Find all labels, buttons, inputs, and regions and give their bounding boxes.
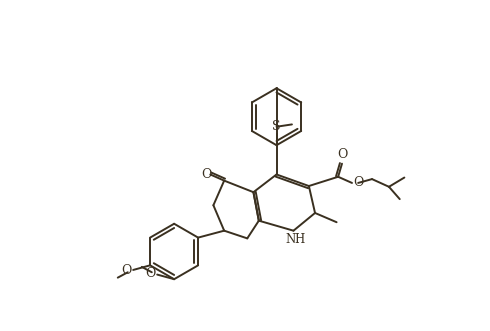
Text: H: H	[294, 233, 304, 246]
Text: O: O	[353, 176, 363, 189]
Text: O: O	[337, 148, 347, 162]
Text: N: N	[285, 233, 295, 246]
Text: O: O	[201, 168, 212, 181]
Text: O: O	[145, 267, 156, 280]
Text: S: S	[272, 120, 281, 133]
Text: O: O	[121, 264, 132, 277]
